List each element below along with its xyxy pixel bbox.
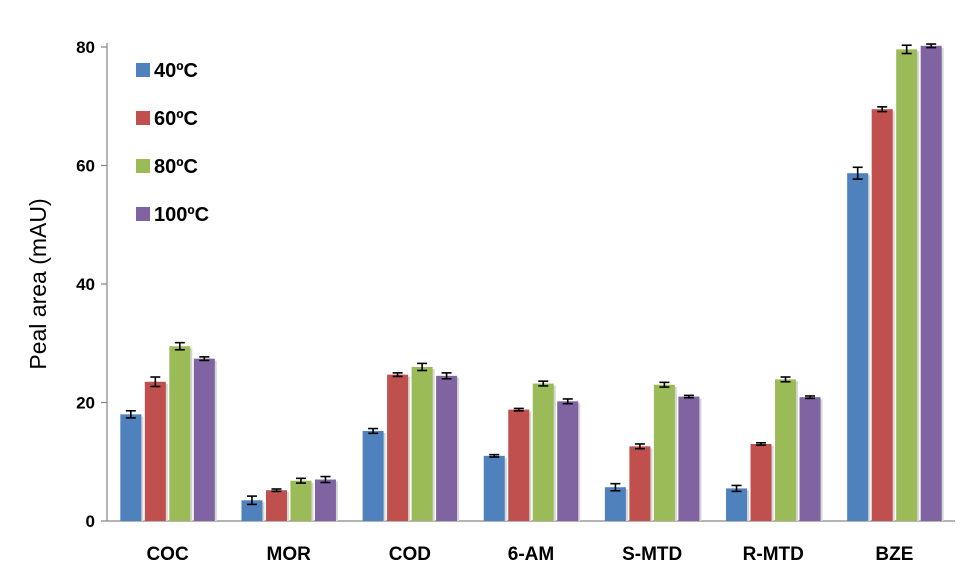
legend-swatch xyxy=(136,159,150,173)
bar-MOR-80ºC xyxy=(290,480,312,521)
x-tick-label: S-MTD xyxy=(622,544,682,565)
x-labels: COC MOR COD 6-AM S-MTD R-MTD BZE xyxy=(146,544,913,565)
bar-MOR-60ºC xyxy=(265,490,287,521)
bar-BZE-100ºC xyxy=(920,45,942,521)
error-bar xyxy=(320,475,331,484)
error-bar xyxy=(246,495,257,506)
error-bar xyxy=(634,443,645,450)
error-bar xyxy=(538,380,549,387)
bar-6-AM-60ºC xyxy=(508,409,530,521)
bar-COD-100ºC xyxy=(436,375,458,521)
y-tick-label: 40 xyxy=(76,275,95,294)
bar-COC-40ºC xyxy=(120,414,142,521)
error-bar xyxy=(295,477,306,484)
legend-item: 40ºC xyxy=(136,60,198,82)
error-bar xyxy=(805,395,816,400)
legend-swatch xyxy=(136,111,150,125)
bar-R-MTD-80ºC xyxy=(775,379,797,521)
y-tick-label: 80 xyxy=(76,38,95,57)
error-bar xyxy=(852,166,863,180)
error-bar xyxy=(610,482,621,492)
error-bar xyxy=(659,381,670,388)
bar-BZE-60ºC xyxy=(871,109,893,522)
bar-6-AM-100ºC xyxy=(557,401,579,521)
bar-6-AM-80ºC xyxy=(532,383,554,521)
x-tick-label: R-MTD xyxy=(743,544,804,565)
legend-item: 100ºC xyxy=(136,204,209,226)
error-bar xyxy=(392,372,403,378)
error-bar xyxy=(125,409,136,419)
error-bar xyxy=(683,394,694,399)
legend-swatch xyxy=(136,207,150,221)
error-bar xyxy=(901,44,912,55)
legend-item: 60ºC xyxy=(136,108,198,130)
bar-COD-40ºC xyxy=(362,430,384,521)
bar-COC-60ºC xyxy=(144,381,166,521)
bar-COC-80ºC xyxy=(169,346,191,521)
bar-6-AM-40ºC xyxy=(483,455,505,521)
bar-MOR-40ºC xyxy=(241,500,263,521)
bar-S-MTD-60ºC xyxy=(629,446,651,521)
bar-R-MTD-60ºC xyxy=(750,443,772,521)
x-tick-label: COC xyxy=(146,544,189,565)
error-bar xyxy=(150,376,161,388)
bars xyxy=(120,43,944,522)
bar-S-MTD-100ºC xyxy=(678,396,700,521)
y-axis-label: Peal area (mAU) xyxy=(25,198,51,369)
legend-item: 80ºC xyxy=(136,156,198,178)
error-bar xyxy=(271,488,282,493)
y-tick-label: 0 xyxy=(86,512,95,531)
bar-COD-60ºC xyxy=(387,374,409,521)
error-bar xyxy=(731,484,742,493)
bar-S-MTD-80ºC xyxy=(653,384,675,521)
legend-swatch xyxy=(136,63,150,77)
error-bar xyxy=(417,362,428,372)
bar-COC-100ºC xyxy=(193,358,215,521)
legend-label: 40ºC xyxy=(154,60,198,82)
y-ticks: 0 20 40 60 80 xyxy=(76,38,107,531)
error-bar xyxy=(756,441,767,446)
legend-label: 100ºC xyxy=(154,204,209,226)
error-bar xyxy=(562,398,573,405)
bar-MOR-100ºC xyxy=(314,479,336,521)
error-bar xyxy=(780,376,791,383)
legend: 40ºC 60ºC 80ºC 100ºC xyxy=(136,60,209,226)
bar-COD-80ºC xyxy=(411,366,433,521)
bar-R-MTD-40ºC xyxy=(726,488,748,521)
bar-S-MTD-40ºC xyxy=(604,487,626,521)
x-tick-label: 6-AM xyxy=(508,544,554,565)
legend-label: 60ºC xyxy=(154,108,198,130)
bar-BZE-80ºC xyxy=(896,49,918,522)
error-bar xyxy=(199,356,210,362)
error-bar xyxy=(513,407,524,412)
error-bar xyxy=(174,341,185,351)
error-bar xyxy=(441,372,452,380)
y-tick-label: 20 xyxy=(76,394,95,413)
error-bar xyxy=(368,427,379,435)
x-tick-label: BZE xyxy=(875,544,913,565)
bar-BZE-40ºC xyxy=(847,173,869,521)
error-bar xyxy=(489,453,500,458)
bar-R-MTD-100ºC xyxy=(799,397,821,521)
x-tick-label: MOR xyxy=(267,544,312,565)
x-tick-label: COD xyxy=(389,544,431,565)
error-bar xyxy=(877,106,888,113)
y-tick-label: 60 xyxy=(76,157,95,176)
legend-label: 80ºC xyxy=(154,156,198,178)
error-bar xyxy=(926,43,937,49)
